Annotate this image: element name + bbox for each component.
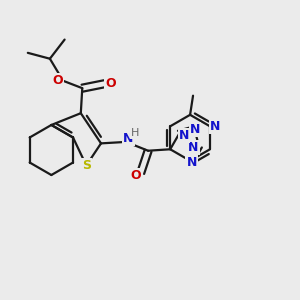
Text: H: H <box>131 128 140 138</box>
Text: O: O <box>52 74 63 87</box>
Text: N: N <box>179 129 189 142</box>
Text: N: N <box>190 123 200 136</box>
Text: O: O <box>105 77 116 90</box>
Text: N: N <box>123 133 134 146</box>
Text: O: O <box>130 169 141 182</box>
Text: N: N <box>210 120 220 133</box>
Text: N: N <box>186 156 197 169</box>
Text: N: N <box>188 141 199 154</box>
Text: S: S <box>82 159 91 172</box>
